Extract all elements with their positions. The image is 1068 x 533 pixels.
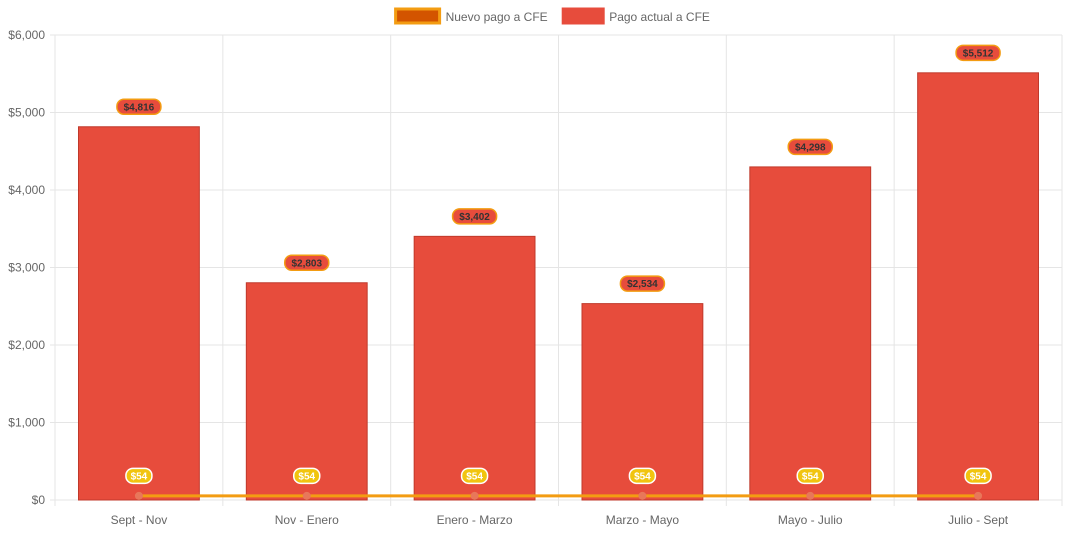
y-tick-label: $5,000	[8, 106, 45, 120]
x-tick-label: Sept - Nov	[111, 513, 168, 527]
line-point	[806, 491, 815, 500]
line-point	[974, 491, 983, 500]
line-value-label: $54	[460, 467, 489, 485]
legend-item: Nuevo pago a CFE	[394, 7, 548, 25]
bar-value-label-text: $4,298	[795, 142, 826, 153]
line-value-label-bg	[628, 467, 657, 485]
legend-swatch	[394, 7, 442, 25]
line-value-label-bg	[796, 467, 824, 485]
line-point	[302, 491, 311, 500]
bar-value-label-bg	[955, 44, 1001, 62]
bar-value-label-text: $3,402	[459, 212, 490, 223]
x-axis: Sept - Nov Nov - Enero Enero - Marzo Marzo …	[111, 513, 1009, 527]
line-value-label: $54	[964, 467, 992, 485]
x-tick-label: Nov - Enero	[275, 513, 339, 527]
grid	[50, 34, 1063, 506]
y-axis: $0 $1,000 $2,000 $3,000 $4,000 $5,000 $6,000	[8, 28, 45, 507]
bar	[749, 166, 872, 501]
line-value-label-text: $54	[634, 471, 651, 482]
line-value-label-text: $54	[802, 471, 819, 482]
bar-series	[77, 72, 1040, 501]
y-tick-label: $2,000	[8, 338, 45, 352]
bar-value-label-text: $5,512	[963, 48, 994, 59]
bar	[917, 72, 1040, 501]
line-value-label: $54	[628, 467, 657, 485]
legend: Nuevo pago a CFE Pago actual a CFE	[394, 7, 710, 25]
y-tick-label: $1,000	[8, 416, 45, 430]
line-value-label: $54	[125, 467, 153, 485]
bar-value-label: $2,803	[284, 254, 330, 272]
bar-value-label-bg	[284, 254, 330, 272]
x-tick-label: Julio - Sept	[948, 513, 1009, 527]
bar	[77, 126, 200, 501]
line-value-label-text: $54	[298, 471, 315, 482]
x-tick-label: Marzo - Mayo	[606, 513, 680, 527]
bar-value-label: $2,534	[619, 275, 666, 292]
bar	[581, 303, 704, 501]
bar	[245, 282, 368, 501]
y-tick-label: $6,000	[8, 28, 45, 42]
line-point	[470, 491, 479, 500]
line-point	[638, 491, 647, 500]
line-value-label-text: $54	[466, 471, 483, 482]
line-value-label-bg	[125, 467, 153, 485]
bar-value-label-text: $4,816	[124, 102, 155, 113]
x-tick-label: Mayo - Julio	[778, 513, 843, 527]
bar-value-label-text: $2,803	[291, 258, 322, 269]
y-tick-label: $3,000	[8, 261, 45, 275]
line-value-label: $54	[796, 467, 824, 485]
legend-label: Pago actual a CFE	[609, 10, 710, 24]
line-value-label-text: $54	[970, 471, 987, 482]
bar-value-label-bg	[116, 98, 162, 116]
bar-value-label-bg	[451, 208, 498, 225]
legend-label: Nuevo pago a CFE	[446, 10, 548, 24]
bar-value-label: $4,816	[116, 98, 162, 116]
bar-value-label-text: $2,534	[627, 279, 658, 290]
legend-item: Pago actual a CFE	[561, 7, 710, 25]
line-series	[134, 491, 983, 500]
bar-value-label: $5,512	[955, 44, 1001, 62]
line-point	[134, 491, 143, 500]
line-value-label: $54	[293, 467, 321, 485]
line-value-label-bg	[460, 467, 489, 485]
line-value-label-bg	[964, 467, 992, 485]
bar-value-label: $3,402	[451, 208, 498, 225]
bar-value-label-bg	[787, 138, 833, 156]
line-value-label-bg	[293, 467, 321, 485]
x-tick-label: Enero - Marzo	[437, 513, 513, 527]
line-value-label-text: $54	[131, 471, 148, 482]
bar-value-label-bg	[619, 275, 666, 292]
y-tick-label: $0	[32, 493, 46, 507]
bar-value-label: $4,298	[787, 138, 833, 156]
y-tick-label: $4,000	[8, 183, 45, 197]
bar	[413, 235, 536, 501]
data-labels: $4,816 $2,803 $3,402 $2,534 $4,298 $5,512 $54 $…	[116, 44, 1001, 485]
legend-swatch	[561, 7, 605, 25]
